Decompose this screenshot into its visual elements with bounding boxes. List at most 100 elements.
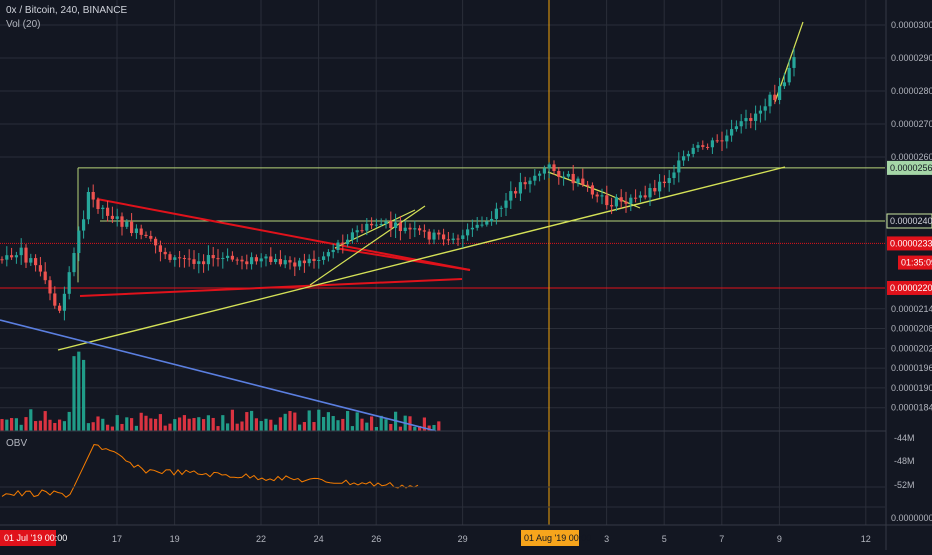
candle-body <box>82 219 86 231</box>
candle-body <box>792 57 796 68</box>
price-marker: 0.00002338 <box>887 236 932 251</box>
candle-body <box>677 160 681 173</box>
marker-bg <box>887 236 932 251</box>
volume-bar <box>216 426 220 431</box>
price-marker: 0.00002203 <box>887 280 932 295</box>
volume-bar <box>29 409 33 431</box>
volume-bar <box>283 413 287 431</box>
volume-bar <box>427 425 431 431</box>
volume-bar <box>350 426 354 431</box>
volume-bar <box>115 415 119 431</box>
candle-body <box>672 172 676 179</box>
volume-bar <box>125 417 129 431</box>
candle-body <box>341 242 345 245</box>
candle-body <box>466 229 470 236</box>
volume-bar <box>192 418 196 431</box>
candle-body <box>706 146 710 148</box>
candle-body <box>211 255 215 259</box>
candle-body <box>624 201 628 204</box>
candle-body <box>245 261 249 265</box>
candle-body <box>216 258 220 260</box>
candle-body <box>418 228 422 231</box>
volume-bar <box>53 422 57 431</box>
volume-bar <box>206 415 210 431</box>
volume-bar <box>437 421 441 431</box>
candle-body <box>470 227 474 230</box>
volume-bar <box>418 425 422 431</box>
badge-bg <box>0 530 56 546</box>
volume-bar <box>187 418 191 431</box>
volume-bar <box>259 421 263 431</box>
candle-body <box>653 188 657 192</box>
candle-body <box>408 227 412 230</box>
candle-body <box>499 207 503 209</box>
candle-body <box>38 265 42 272</box>
volume-bar <box>278 417 282 431</box>
candle-body <box>725 135 729 142</box>
volume-bar <box>48 419 52 431</box>
candle-body <box>552 164 556 171</box>
candle-body <box>634 197 638 199</box>
volume-bar <box>197 417 201 431</box>
candle-body <box>480 224 484 226</box>
candle-body <box>523 182 527 185</box>
time-badge-crosshair: 01 Aug '19 00:00 <box>521 530 591 546</box>
volume-bar <box>432 424 436 431</box>
candle-body <box>696 145 700 148</box>
volume-bar <box>288 411 292 431</box>
candle-body <box>562 176 566 178</box>
candle-body <box>254 257 258 262</box>
candle-body <box>427 231 431 240</box>
candle-body <box>730 129 734 136</box>
badge-bg <box>521 530 579 546</box>
candle-body <box>173 257 177 260</box>
candle-body <box>163 251 167 255</box>
candle-body <box>336 242 340 250</box>
candle-body <box>10 255 14 258</box>
candle-body <box>58 305 62 311</box>
candle-body <box>514 191 518 194</box>
candle-body <box>734 126 738 130</box>
candle-body <box>638 195 642 198</box>
time-tick-label: 19 <box>170 534 180 544</box>
volume-bar <box>139 412 143 431</box>
candle-body <box>130 221 134 234</box>
obv-panel <box>0 444 885 508</box>
volume-bar <box>312 422 316 431</box>
candle-body <box>125 221 129 227</box>
candle-body <box>432 232 436 240</box>
volume-bar <box>10 418 14 431</box>
candle-body <box>326 252 330 257</box>
candle-body <box>715 140 719 142</box>
volume-bar <box>221 415 225 431</box>
candle-body <box>518 182 522 194</box>
candle-body <box>350 232 354 240</box>
candle-body <box>739 121 743 127</box>
candle-body <box>557 170 561 177</box>
time-tick-label: 3 <box>604 534 609 544</box>
candle-body <box>259 258 263 262</box>
candle-body <box>43 271 47 281</box>
volume-bar <box>422 417 426 431</box>
candle-body <box>72 253 76 273</box>
marker-label: 0.00002338 <box>890 238 932 248</box>
volume-bar <box>14 418 18 431</box>
marker-bg <box>887 280 932 295</box>
volume-bar <box>182 415 186 431</box>
candle-body <box>648 188 652 198</box>
candle-body <box>298 260 302 267</box>
candle-body <box>192 259 196 264</box>
time-tick-label: 9 <box>777 534 782 544</box>
drawings <box>0 0 885 525</box>
candle-body <box>658 181 662 192</box>
candle-body <box>278 258 282 265</box>
badge-label: 01 Jul '19 00:00 <box>4 533 67 543</box>
